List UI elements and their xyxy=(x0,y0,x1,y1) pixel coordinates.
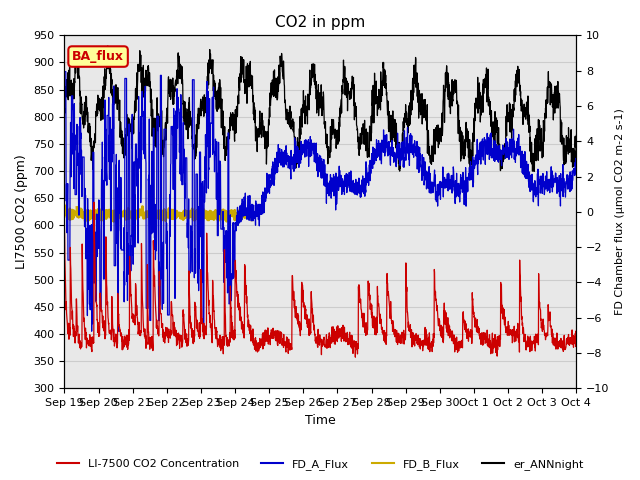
Text: BA_flux: BA_flux xyxy=(72,50,124,63)
X-axis label: Time: Time xyxy=(305,414,336,427)
Y-axis label: LI7500 CO2 (ppm): LI7500 CO2 (ppm) xyxy=(15,155,28,269)
Y-axis label: FD Chamber flux (μmol CO2 m-2 s-1): FD Chamber flux (μmol CO2 m-2 s-1) xyxy=(615,108,625,315)
Legend: LI-7500 CO2 Concentration, FD_A_Flux, FD_B_Flux, er_ANNnight: LI-7500 CO2 Concentration, FD_A_Flux, FD… xyxy=(52,455,588,474)
Title: CO2 in ppm: CO2 in ppm xyxy=(275,15,365,30)
